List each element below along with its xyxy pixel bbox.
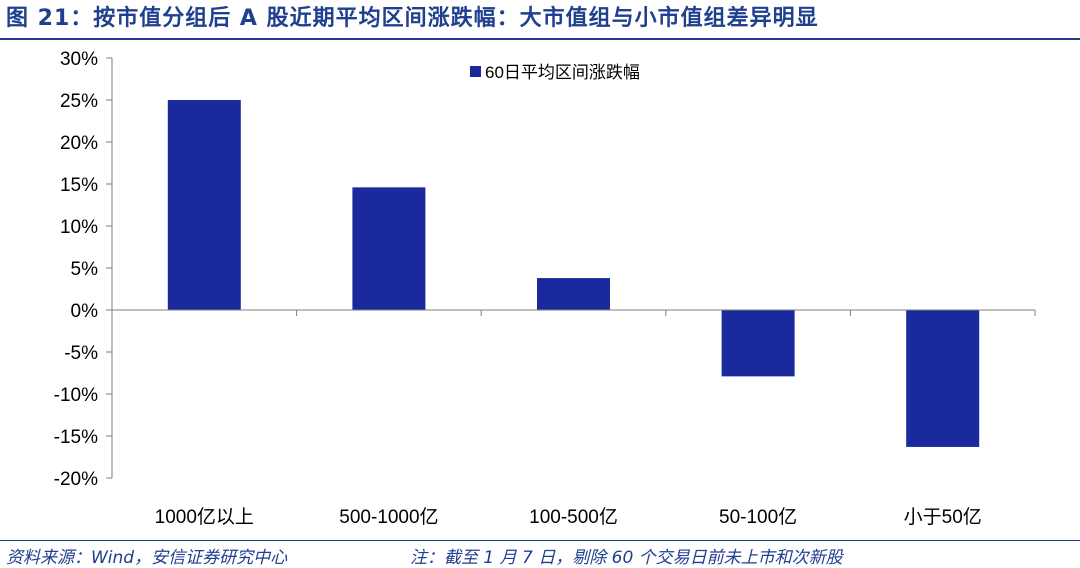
x-tick-label: 1000亿以上 (155, 506, 254, 528)
source-note: 资料来源：Wind，安信证券研究中心 (6, 548, 288, 568)
x-tick-label: 500-1000亿 (339, 506, 438, 528)
y-tick-label: -15% (54, 427, 98, 448)
y-tick-label: -20% (54, 469, 98, 490)
y-tick-label: 5% (71, 259, 99, 280)
y-tick-label: 20% (60, 133, 98, 154)
title-divider (0, 38, 1080, 40)
y-tick-label: -5% (64, 343, 98, 364)
legend: 60日平均区间涨跌幅 (470, 63, 640, 82)
y-tick-label: 25% (60, 91, 98, 112)
x-axis-labels: 1000亿以上 500-1000亿 100-500亿 50-100亿 小于50亿 (111, 310, 1036, 528)
legend-label: 60日平均区间涨跌幅 (485, 63, 640, 82)
y-tick-label: 30% (60, 49, 98, 70)
y-axis: 30% 25% 20% 15% 10% 5% 0% -5% -10% -15% -20% (54, 49, 112, 490)
bar-series (167, 100, 980, 447)
footnote: 注：截至 1 月 7 日，剔除 60 个交易日前未上市和次新股 (410, 548, 843, 568)
bar (906, 310, 980, 447)
bar (721, 310, 795, 377)
x-tick-label: 50-100亿 (719, 506, 797, 528)
y-tick-label: -10% (54, 385, 98, 406)
bar (537, 278, 610, 310)
y-tick-label: 0% (71, 301, 99, 322)
bar (167, 100, 241, 310)
figure-title: 图 21：按市值分组后 A 股近期平均区间涨跌幅：大市值组与小市值组差异明显 (6, 6, 819, 31)
legend-swatch (470, 66, 481, 77)
bar (352, 187, 426, 310)
footer-divider (0, 540, 1080, 541)
y-tick-label: 10% (60, 217, 98, 238)
y-tick-label: 15% (60, 175, 98, 196)
x-tick-label: 100-500亿 (529, 506, 618, 528)
bar-chart: 30% 25% 20% 15% 10% 5% 0% -5% -10% -15% -20% 1000亿… (54, 49, 1036, 528)
x-tick-label: 小于50亿 (904, 506, 982, 528)
